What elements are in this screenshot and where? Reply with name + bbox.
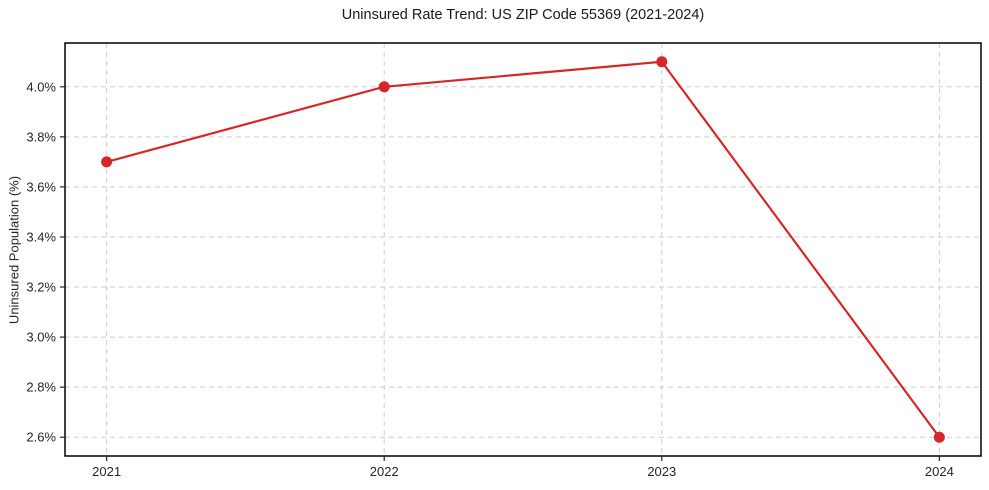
trend-line: [105, 60, 941, 439]
data-point-marker: [656, 56, 668, 68]
x-tick-label: 2021: [92, 464, 121, 479]
x-tick-label: 2022: [370, 464, 399, 479]
y-tick-label: 2.8%: [26, 380, 56, 395]
y-tick-label: 2.6%: [26, 430, 56, 445]
plot-border: [64, 42, 982, 457]
y-tick-label: 3.8%: [26, 129, 56, 144]
y-tick-label: 3.4%: [26, 229, 56, 244]
y-tick-label: 3.6%: [26, 179, 56, 194]
y-tick-label: 4.0%: [26, 79, 56, 94]
y-tick-label: 3.0%: [26, 330, 56, 345]
data-point-marker: [378, 81, 390, 93]
chart-title: Uninsured Rate Trend: US ZIP Code 55369 …: [341, 7, 705, 23]
data-point-marker: [933, 431, 945, 443]
x-tick-label: 2024: [925, 464, 954, 479]
data-point-marker: [101, 156, 113, 168]
y-tick-label: 3.2%: [26, 280, 56, 295]
x-tick-label: 2023: [647, 464, 676, 479]
